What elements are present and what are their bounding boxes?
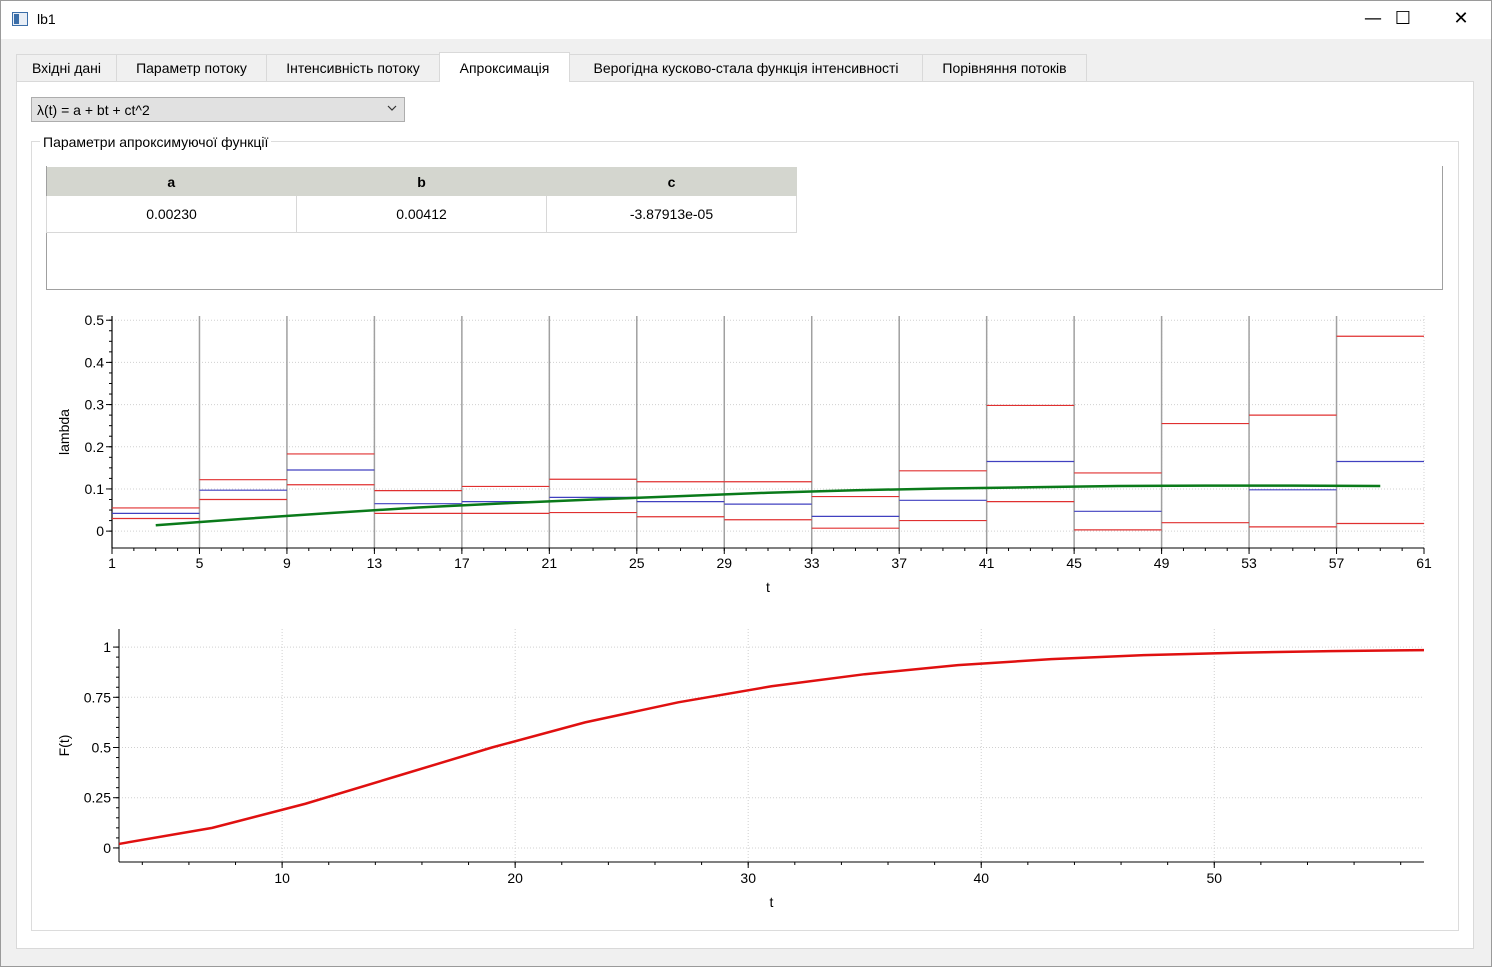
cell-a-value[interactable]: 0.00230 xyxy=(46,196,297,233)
app-icon xyxy=(12,12,28,26)
tab-flow-comparison[interactable]: Порівняння потоків xyxy=(922,54,1087,81)
cell-c-value[interactable]: -3.87913e-05 xyxy=(546,196,797,233)
tab-flow-parameter[interactable]: Параметр потоку xyxy=(116,54,267,81)
cell-b-value[interactable]: 0.00412 xyxy=(296,196,547,233)
tab-flow-intensity[interactable]: Інтенсивність потоку xyxy=(266,54,440,81)
column-header-b[interactable]: b xyxy=(296,167,547,196)
params-table: a b c 0.00230 0.00412 -3.87913e-05 xyxy=(46,167,797,233)
minimize-button[interactable]: — xyxy=(1364,8,1382,29)
params-group-title: Параметри апроксимуючої функції xyxy=(40,134,272,150)
title-bar[interactable]: lb1 — ☐ ✕ xyxy=(1,1,1491,39)
table-row: 0.00230 0.00412 -3.87913e-05 xyxy=(46,196,797,233)
tab-approximation[interactable]: Апроксимація xyxy=(439,52,570,82)
column-header-c[interactable]: c xyxy=(546,167,797,196)
function-select-value: λ(t) = a + bt + ct^2 xyxy=(37,102,150,118)
chevron-down-icon xyxy=(387,105,397,111)
column-header-a[interactable]: a xyxy=(46,167,297,196)
params-groupbox xyxy=(31,141,1459,931)
close-button[interactable]: ✕ xyxy=(1453,8,1469,29)
window-title: lb1 xyxy=(37,11,56,27)
maximize-button[interactable]: ☐ xyxy=(1394,8,1412,29)
tab-input-data[interactable]: Вхідні дані xyxy=(16,54,117,81)
function-select[interactable]: λ(t) = a + bt + ct^2 xyxy=(31,97,405,122)
tab-piecewise-intensity[interactable]: Верогідна кусково-стала функція інтенсив… xyxy=(569,54,923,81)
